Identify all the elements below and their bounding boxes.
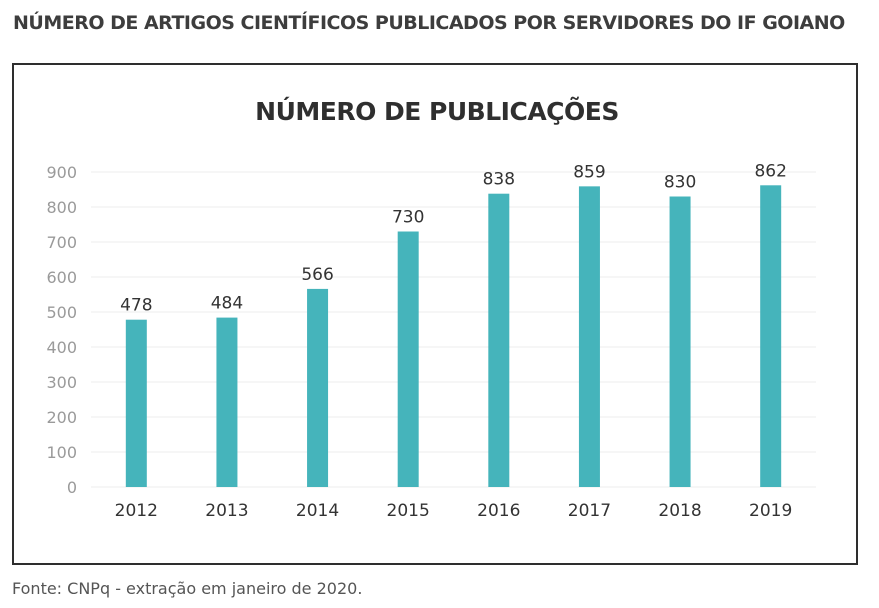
page-title: NÚMERO DE ARTIGOS CIENTÍFICOS PUBLICADOS…	[13, 12, 845, 34]
x-tick-label: 2014	[296, 501, 339, 521]
source-note: Fonte: CNPq - extração em janeiro de 202…	[12, 579, 363, 598]
bar-2017	[578, 186, 600, 487]
x-tick-label: 2016	[477, 501, 520, 521]
x-axis-ticks: 2012 2013 2014 2015 2016 2017 2018 2019	[115, 501, 793, 521]
y-tick-label: 700	[46, 233, 77, 252]
y-tick-label: 500	[46, 303, 77, 322]
bar-2015	[397, 231, 419, 487]
x-tick-label: 2012	[115, 501, 158, 521]
bar-2019	[760, 185, 782, 488]
chart-title: NÚMERO DE PUBLICAÇÕES	[255, 96, 619, 126]
y-axis-ticks: 0 100 200 300 400 500 600 700 800 900	[46, 163, 77, 497]
data-label-2015: 730	[392, 208, 424, 228]
data-label-2016: 838	[483, 170, 515, 190]
bar-2014	[307, 288, 329, 487]
chart-frame: NÚMERO DE PUBLICAÇÕES 0 100 200 300 400 500 60…	[12, 63, 858, 565]
y-tick-label: 300	[46, 373, 77, 392]
x-tick-label: 2019	[749, 501, 792, 521]
bars	[125, 185, 782, 488]
data-label-2014: 566	[301, 265, 333, 285]
bar-2018	[669, 196, 691, 487]
x-tick-label: 2015	[387, 501, 430, 521]
gridlines	[91, 171, 816, 488]
x-tick-label: 2018	[658, 501, 701, 521]
data-label-2017: 859	[573, 162, 605, 182]
bar-2012	[125, 319, 147, 487]
y-tick-label: 800	[46, 198, 77, 217]
x-tick-label: 2013	[205, 501, 248, 521]
y-tick-label: 100	[46, 443, 77, 462]
y-tick-label: 400	[46, 338, 77, 357]
y-tick-label: 200	[46, 408, 77, 427]
data-label-2012: 478	[120, 296, 152, 316]
data-label-2013: 484	[211, 294, 243, 314]
x-tick-label: 2017	[568, 501, 611, 521]
bar-chart: NÚMERO DE PUBLICAÇÕES 0 100 200 300 400 500 60…	[46, 96, 816, 521]
data-labels: 478 484 566 730 838 859 830 862	[120, 161, 787, 315]
data-label-2018: 830	[664, 173, 696, 193]
bar-2013	[216, 317, 238, 487]
data-label-2019: 862	[754, 161, 786, 181]
bar-2016	[488, 193, 510, 487]
y-tick-label: 900	[46, 163, 77, 182]
y-tick-label: 0	[67, 478, 77, 497]
y-tick-label: 600	[46, 268, 77, 287]
